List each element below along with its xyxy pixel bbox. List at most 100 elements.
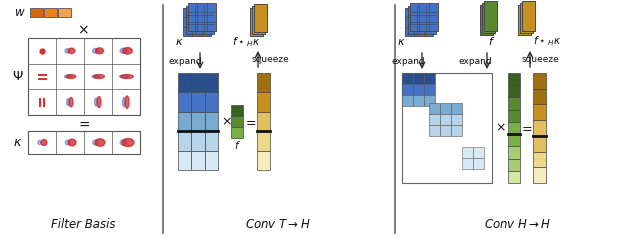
Bar <box>257 112 270 131</box>
Bar <box>410 3 438 31</box>
Ellipse shape <box>120 48 127 54</box>
Bar <box>508 110 520 122</box>
Bar <box>533 167 546 183</box>
Bar <box>473 147 484 158</box>
Ellipse shape <box>67 99 70 106</box>
Ellipse shape <box>67 74 76 79</box>
Bar <box>205 131 218 151</box>
Ellipse shape <box>69 97 73 107</box>
Bar <box>188 3 216 31</box>
Bar <box>405 8 433 36</box>
Bar <box>191 131 205 151</box>
Bar <box>429 114 440 125</box>
Text: $=$: $=$ <box>519 122 533 134</box>
Bar <box>424 84 435 95</box>
Text: $f \star_H \kappa$: $f \star_H \kappa$ <box>232 35 260 49</box>
Bar <box>508 97 520 110</box>
Ellipse shape <box>65 140 70 145</box>
Bar <box>508 146 520 159</box>
Bar <box>231 116 243 127</box>
Ellipse shape <box>93 140 99 145</box>
Ellipse shape <box>121 74 133 79</box>
Ellipse shape <box>92 75 100 78</box>
Text: $f$: $f$ <box>488 35 495 47</box>
Bar <box>178 92 191 112</box>
Bar <box>205 151 218 170</box>
Bar <box>183 8 211 36</box>
Bar <box>28 131 140 154</box>
Text: $\kappa$: $\kappa$ <box>397 37 405 47</box>
Bar <box>518 5 531 35</box>
Bar <box>484 1 497 31</box>
Bar <box>508 122 520 134</box>
Text: expand: expand <box>458 58 492 66</box>
Bar <box>408 5 435 34</box>
Text: $\times$: $\times$ <box>77 23 89 37</box>
Text: $w$: $w$ <box>14 6 26 20</box>
Bar <box>480 5 493 35</box>
Bar <box>250 8 263 36</box>
Ellipse shape <box>93 74 104 79</box>
Text: Filter Basis: Filter Basis <box>51 218 115 232</box>
Ellipse shape <box>68 139 76 146</box>
Bar <box>28 38 140 115</box>
Bar <box>533 104 546 120</box>
Bar <box>462 158 473 169</box>
Bar <box>429 125 440 136</box>
Ellipse shape <box>93 49 99 53</box>
Text: Conv $H \rightarrow H$: Conv $H \rightarrow H$ <box>484 218 552 232</box>
Text: $\Psi$: $\Psi$ <box>12 70 24 83</box>
Bar <box>451 114 462 125</box>
Ellipse shape <box>68 48 75 54</box>
Bar <box>482 3 495 33</box>
Ellipse shape <box>123 48 132 54</box>
Bar <box>533 152 546 167</box>
Bar <box>533 120 546 136</box>
Text: expand: expand <box>168 58 202 66</box>
Bar <box>205 73 218 92</box>
Bar <box>191 92 205 112</box>
Bar <box>402 73 492 183</box>
Bar <box>30 8 43 17</box>
Bar <box>58 8 71 17</box>
Bar <box>191 112 205 131</box>
Ellipse shape <box>95 139 105 146</box>
Bar <box>178 73 191 92</box>
Bar <box>402 73 413 84</box>
Ellipse shape <box>95 98 97 106</box>
Bar <box>205 112 218 131</box>
Ellipse shape <box>65 75 72 78</box>
Bar <box>508 171 520 183</box>
Bar <box>402 95 413 106</box>
Text: $\times$: $\times$ <box>495 122 506 134</box>
Bar <box>178 131 191 151</box>
Bar <box>473 158 484 169</box>
Bar <box>44 8 57 17</box>
Bar <box>533 73 546 89</box>
Ellipse shape <box>120 75 129 78</box>
Bar <box>520 3 533 33</box>
Text: squeeze: squeeze <box>251 55 289 64</box>
Bar <box>191 73 205 92</box>
Bar <box>533 136 546 152</box>
Bar <box>522 1 535 31</box>
Bar <box>451 125 462 136</box>
Text: $f$: $f$ <box>234 139 241 151</box>
Bar <box>440 114 451 125</box>
Text: $\kappa$: $\kappa$ <box>13 136 22 149</box>
Text: expand: expand <box>391 58 425 66</box>
Text: Conv $T \rightarrow H$: Conv $T \rightarrow H$ <box>245 218 311 232</box>
Text: $\times$: $\times$ <box>221 115 232 128</box>
Bar <box>533 89 546 104</box>
Bar <box>429 103 440 114</box>
Ellipse shape <box>97 97 101 108</box>
Bar <box>424 73 435 84</box>
Bar <box>257 131 270 151</box>
Bar <box>413 84 424 95</box>
Bar <box>462 147 473 158</box>
Bar <box>191 151 205 170</box>
Bar <box>231 105 243 116</box>
Bar <box>451 103 462 114</box>
Bar <box>424 95 435 106</box>
Bar <box>508 159 520 171</box>
